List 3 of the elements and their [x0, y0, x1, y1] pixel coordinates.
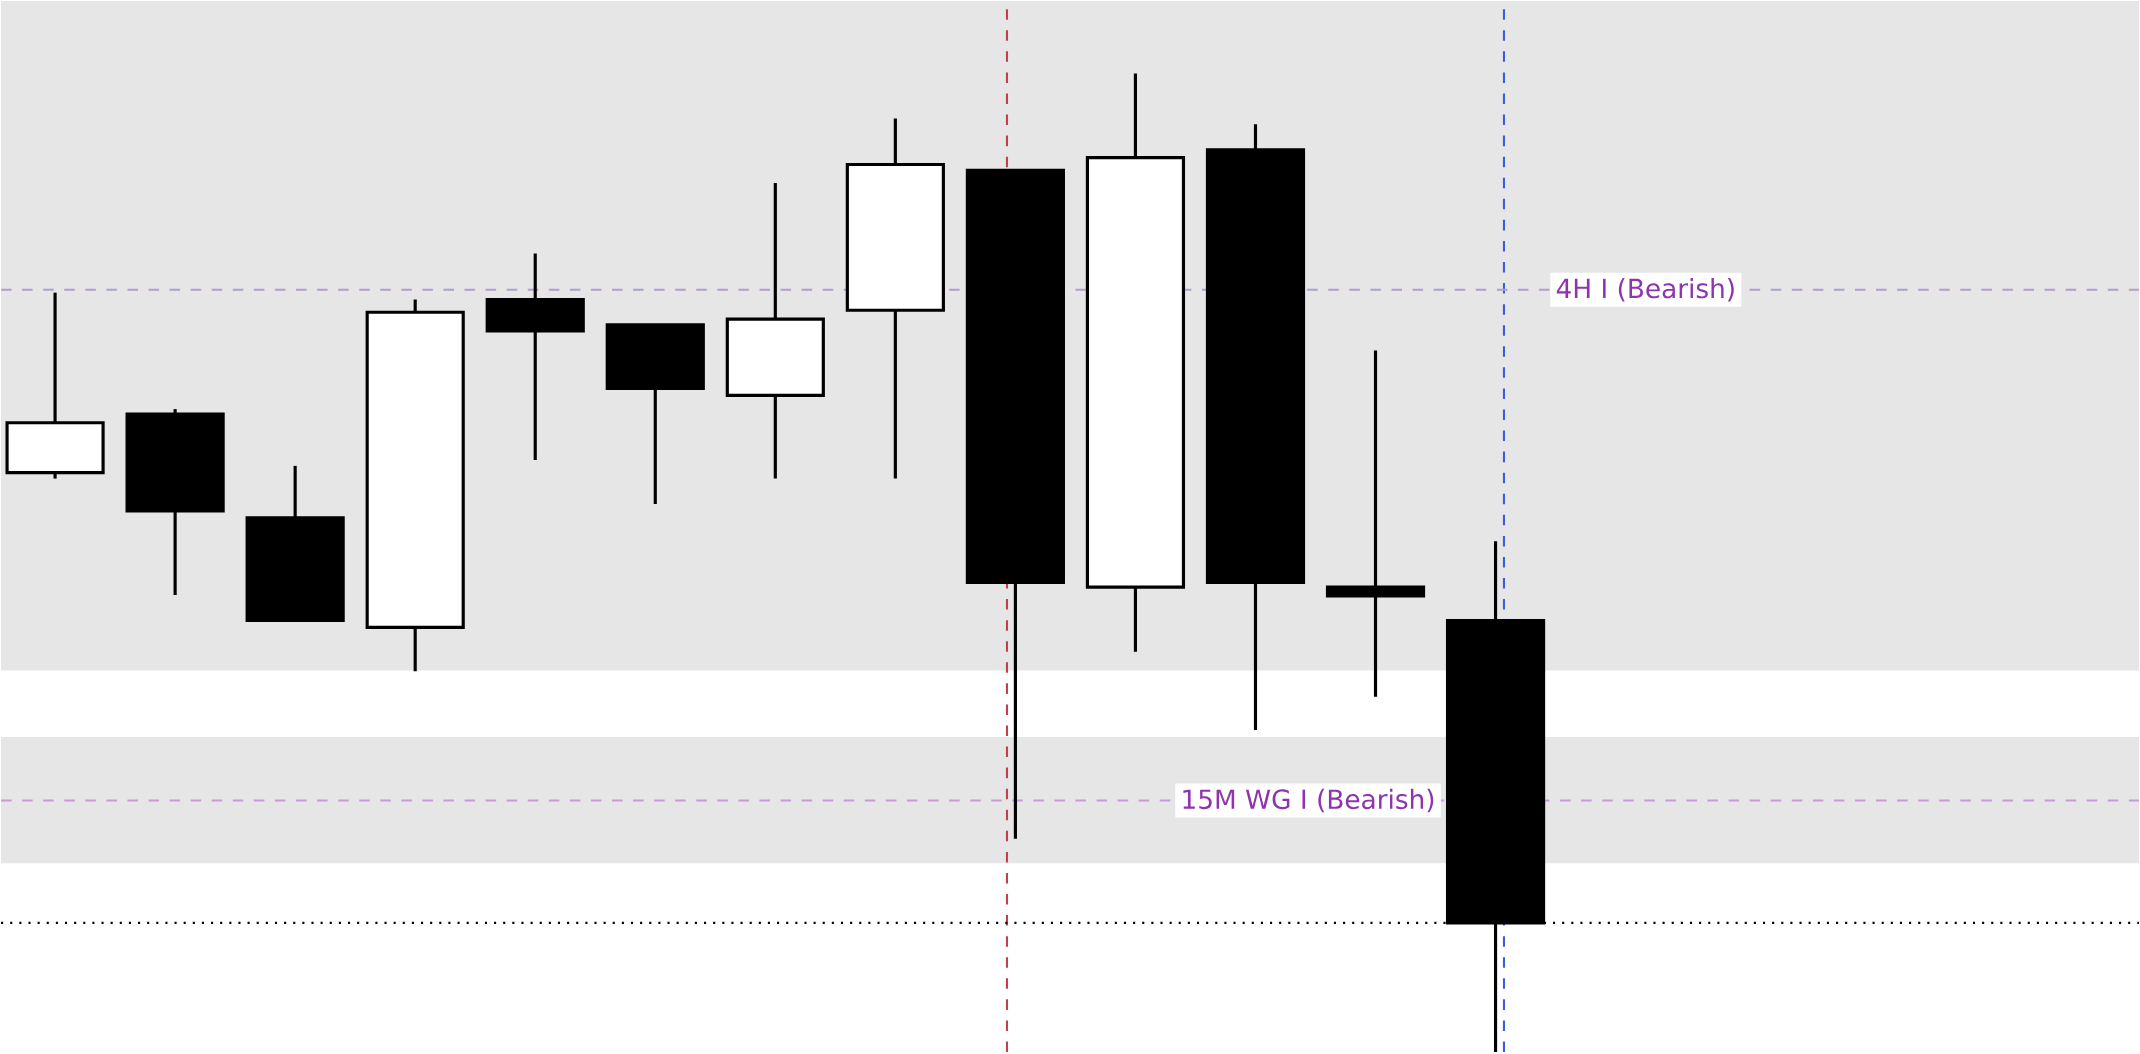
ref-line-label: 15M WG I (Bearish) [1183, 789, 1434, 813]
candlestick [1325, 350, 1426, 697]
ref-line-label: 4H I (Bearish) [1556, 278, 1734, 302]
